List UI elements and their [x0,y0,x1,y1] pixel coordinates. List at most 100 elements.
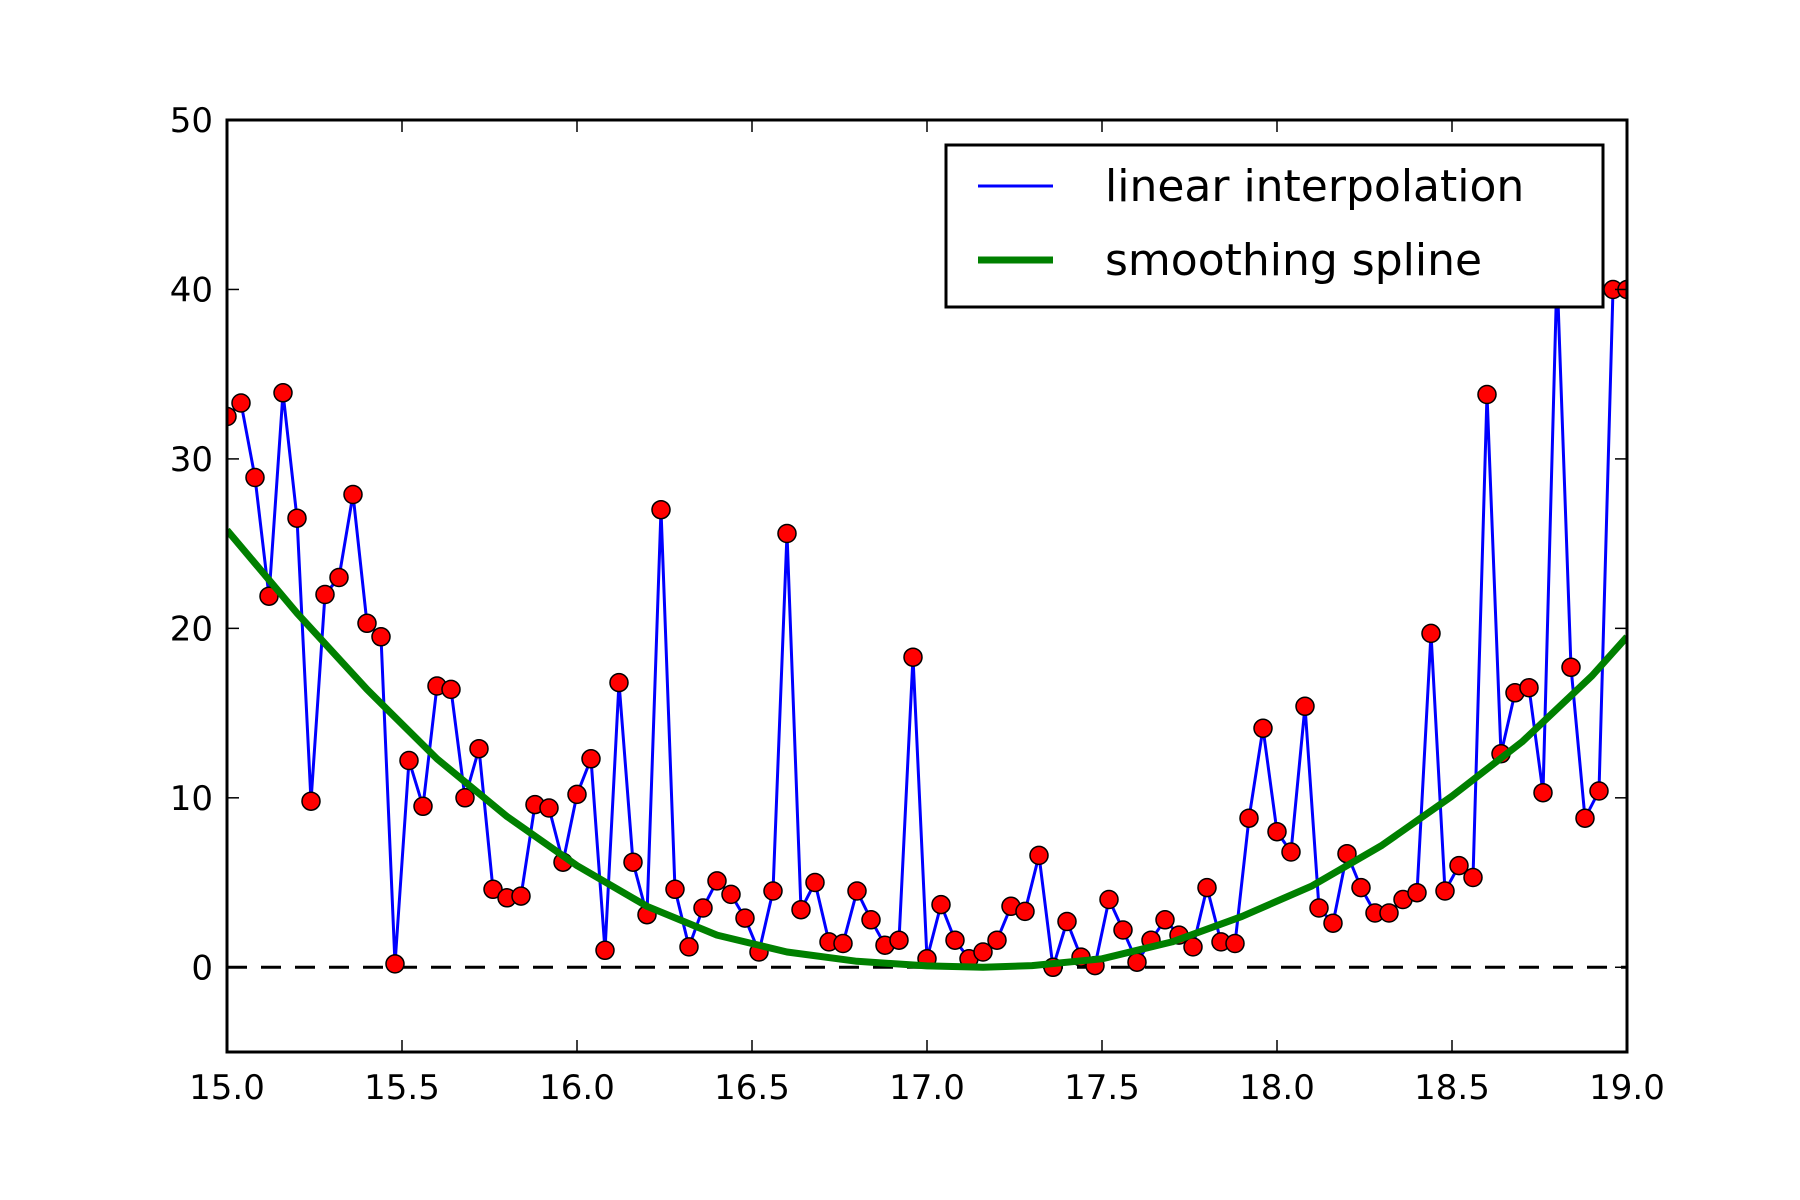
data-point-74 [1253,718,1273,739]
data-point-11 [371,627,391,647]
data-point-89 [1463,867,1483,888]
data-point-35 [707,871,727,891]
data-point-37 [735,908,755,928]
data-point-52 [945,930,965,950]
x-tick-label-2: 16.0 [539,1068,615,1108]
data-point-3 [259,586,279,606]
y-tick-label-1: 10 [170,779,213,819]
data-point-8 [329,567,349,588]
data-point-40 [777,523,797,544]
data-point-58 [1029,845,1049,866]
data-point-21 [511,886,531,906]
data-point-81 [1351,877,1371,898]
data-point-12 [385,954,405,974]
data-point-16 [441,679,461,700]
data-point-97 [1575,808,1595,828]
data-point-94 [1533,782,1553,803]
data-point-29 [623,852,643,872]
data-point-4 [273,383,293,403]
legend-box [944,143,1605,309]
y-tick-label-5: 50 [170,101,213,141]
data-point-87 [1435,881,1455,901]
data-point-63 [1099,889,1119,910]
data-point-19 [483,879,503,900]
x-tick-label-8: 19.0 [1589,1068,1665,1108]
data-point-2 [245,467,265,488]
data-point-31 [651,499,671,520]
plot-frame [225,118,1629,1054]
data-point-85 [1407,882,1427,903]
data-point-49 [903,647,923,667]
data-point-67 [1155,910,1175,930]
data-point-44 [833,933,853,954]
data-point-70 [1197,877,1217,898]
data-point-13 [399,750,419,771]
x-tick-label-1: 15.5 [364,1068,440,1108]
legend-label-linear: linear interpolation [1105,161,1524,212]
x-tick-label-4: 17.0 [889,1068,965,1108]
data-point-18 [469,738,489,759]
data-point-0 [227,406,237,427]
data-point-83 [1379,903,1399,923]
x-tick-label-3: 16.5 [714,1068,790,1108]
tick-labels-layer: 15.0 15.5 16.0 16.5 17.0 17.5 18.0 18.5 19.0 0 10 2… [170,101,1665,1108]
data-point-6 [301,791,321,811]
data-point-88 [1449,855,1469,876]
y-tick-label-2: 20 [170,609,213,649]
y-tick-label-4: 40 [170,270,213,310]
x-tick-label-7: 18.5 [1414,1068,1490,1108]
data-point-32 [665,879,685,900]
x-tick-label-5: 17.5 [1064,1068,1140,1108]
y-tick-label-0: 0 [191,948,213,988]
data-point-28 [609,672,629,693]
data-point-36 [721,884,741,905]
data-point-7 [315,584,335,605]
data-point-39 [763,881,783,901]
data-point-9 [343,484,363,505]
data-point-5 [287,508,307,528]
data-point-60 [1057,911,1077,932]
data-point-45 [847,881,867,901]
data-point-79 [1323,913,1343,933]
data-point-10 [357,613,377,634]
data-point-55 [987,930,1007,950]
data-point-57 [1015,901,1035,922]
data-point-72 [1225,933,1245,954]
data-point-14 [413,796,433,817]
data-point-1 [231,393,251,413]
data-point-41 [791,899,811,920]
data-point-17 [455,788,475,808]
data-point-51 [931,894,951,915]
data-point-23 [539,798,559,818]
data-point-26 [581,749,601,769]
data-point-64 [1113,920,1133,940]
data-point-42 [805,872,825,893]
data-point-98 [1589,781,1609,801]
data-point-77 [1295,696,1315,717]
data-point-46 [861,910,881,930]
data-point-73 [1239,808,1259,828]
x-tick-label-6: 18.0 [1239,1068,1315,1108]
legend-label-spline: smoothing spline [1105,235,1482,286]
data-point-78 [1309,898,1329,918]
data-point-86 [1421,623,1441,644]
data-point-96 [1561,657,1581,678]
data-point-65 [1127,952,1147,972]
data-point-27 [595,940,615,961]
data-point-76 [1281,842,1301,862]
legend: linear interpolation smoothing spline [944,143,1605,309]
data-point-75 [1267,821,1287,842]
data-point-54 [973,942,993,962]
data-point-69 [1183,937,1203,957]
series-line-smoothing-spline [227,527,1627,971]
plot-layer [227,262,1627,978]
data-point-34 [693,898,713,918]
x-tick-label-0: 15.0 [189,1068,265,1108]
data-point-48 [889,930,909,950]
data-point-93 [1519,677,1539,698]
y-tick-label-3: 30 [170,440,213,480]
data-point-25 [567,784,587,805]
data-point-90 [1477,384,1497,405]
data-point-33 [679,937,699,957]
